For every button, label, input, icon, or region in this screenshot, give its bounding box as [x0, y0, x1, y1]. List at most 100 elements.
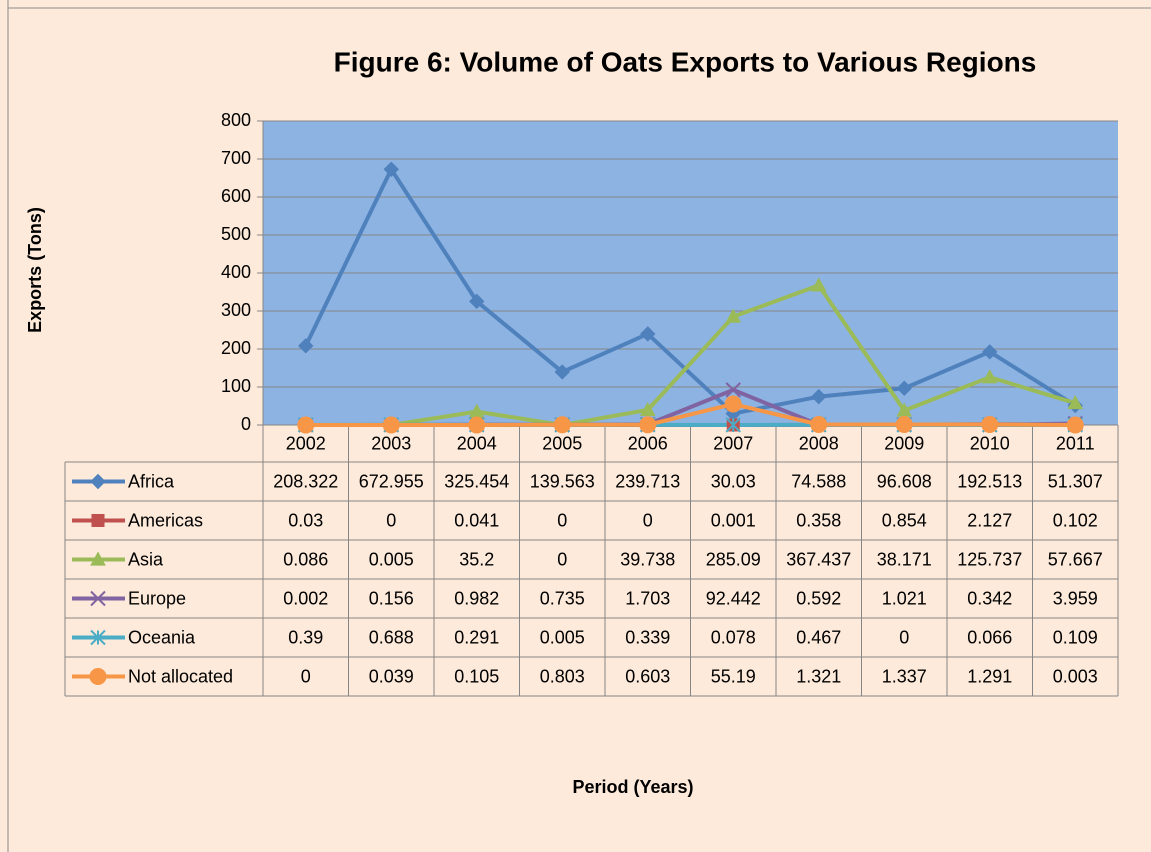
table-value: 39.738: [620, 549, 675, 569]
table-value: 1.021: [882, 588, 927, 608]
marker: [469, 293, 485, 310]
legend-label: Africa: [128, 471, 175, 491]
table-value: 0.467: [796, 627, 841, 647]
marker: [725, 382, 741, 398]
table-value: 0.001: [711, 510, 756, 530]
marker: [639, 416, 657, 434]
marker: [553, 416, 571, 434]
table-value: 0.291: [454, 627, 499, 647]
y-tick-label: 200: [221, 338, 251, 358]
series-line: [305, 283, 1076, 427]
legend-label: Asia: [128, 549, 164, 569]
table-value: 239.713: [615, 471, 680, 491]
marker: [640, 326, 656, 342]
table-value: 3.959: [1053, 588, 1098, 608]
table-value: 0: [557, 510, 567, 530]
legend-label: Americas: [128, 510, 203, 530]
table-value: 0.105: [454, 666, 499, 686]
table-value: 1.337: [882, 666, 927, 686]
table-value: 1.291: [967, 666, 1012, 686]
marker: [810, 277, 827, 292]
marker: [811, 388, 827, 405]
x-tick-label: 2007: [713, 433, 753, 453]
legend-marker: [90, 590, 106, 607]
table-value: 0.982: [454, 588, 499, 608]
table-value: 0.39: [288, 627, 323, 647]
table-value: 0: [643, 510, 653, 530]
table-value: 0: [899, 627, 909, 647]
legend-marker: [89, 668, 107, 685]
table-value: 0.03: [288, 510, 323, 530]
table-value: 0.086: [283, 549, 328, 569]
marker: [639, 401, 656, 416]
table-value: 0.005: [369, 549, 414, 569]
x-tick-label: 2003: [371, 433, 411, 453]
x-tick-label: 2009: [884, 433, 924, 453]
table-value: 74.588: [791, 471, 846, 491]
table-value: 0.592: [796, 588, 841, 608]
table-value: 672.955: [359, 471, 424, 491]
marker: [982, 344, 998, 360]
marker: [725, 308, 742, 323]
y-tick-label: 500: [221, 224, 251, 244]
marker: [895, 415, 913, 433]
x-tick-label: 2011: [1056, 433, 1095, 453]
table-value: 0.066: [967, 627, 1012, 647]
y-tick-label: 600: [221, 186, 251, 206]
table-value: 0.102: [1053, 510, 1098, 530]
table-value: 325.454: [444, 471, 509, 491]
marker: [382, 416, 400, 434]
table-value: 35.2: [459, 549, 494, 569]
table-value: 125.737: [957, 549, 1022, 569]
table-value: 0.603: [625, 666, 670, 686]
table-value: 0.339: [625, 627, 670, 647]
table-value: 0.078: [711, 627, 756, 647]
y-tick-label: 0: [241, 414, 251, 434]
table-value: 0.342: [967, 588, 1012, 608]
table-value: 0.039: [369, 666, 414, 686]
marker: [724, 395, 742, 413]
legend-label: Not allocated: [128, 666, 233, 686]
y-tick-label: 800: [221, 110, 251, 130]
table-value: 2.127: [967, 510, 1012, 530]
table-value: 0: [386, 510, 396, 530]
table-value: 55.19: [711, 666, 756, 686]
table-value: 0.803: [540, 666, 585, 686]
y-tick-label: 300: [221, 300, 251, 320]
legend-marker: [90, 551, 106, 566]
x-tick-label: 2010: [970, 433, 1010, 453]
legend-label: Europe: [128, 588, 186, 608]
table-value: 0.156: [369, 588, 414, 608]
table-value: 0.735: [540, 588, 585, 608]
table-value: 1.321: [796, 666, 841, 686]
table-value: 192.513: [957, 471, 1022, 491]
legend-marker: [90, 473, 106, 490]
legend-label: Oceania: [128, 627, 196, 647]
y-tick-label: 100: [221, 376, 251, 396]
y-tick-label: 700: [221, 148, 251, 168]
table-value: 0.688: [369, 627, 414, 647]
x-axis-label: Period (Years): [572, 777, 693, 797]
table-value: 92.442: [706, 588, 761, 608]
marker: [383, 161, 399, 177]
table-value: 0.358: [796, 510, 841, 530]
table-value: 51.307: [1048, 471, 1103, 491]
table-value: 0.003: [1053, 666, 1098, 686]
table-value: 0.109: [1053, 627, 1098, 647]
table-value: 139.563: [530, 471, 595, 491]
y-axis-label: Exports (Tons): [25, 207, 45, 333]
legend-marker: [91, 514, 105, 527]
chart-title: Figure 6: Volume of Oats Exports to Vari…: [334, 46, 1037, 77]
x-tick-label: 2002: [286, 433, 326, 453]
table-value: 0.005: [540, 627, 585, 647]
table-value: 57.667: [1048, 549, 1103, 569]
series-line: [305, 402, 1076, 427]
marker: [298, 338, 314, 354]
x-tick-label: 2008: [799, 433, 839, 453]
x-tick-label: 2006: [628, 433, 668, 453]
marker: [297, 416, 315, 434]
marker: [981, 369, 998, 384]
marker: [1066, 416, 1084, 434]
table-value: 0.041: [454, 510, 499, 530]
series-line: [303, 167, 1077, 416]
